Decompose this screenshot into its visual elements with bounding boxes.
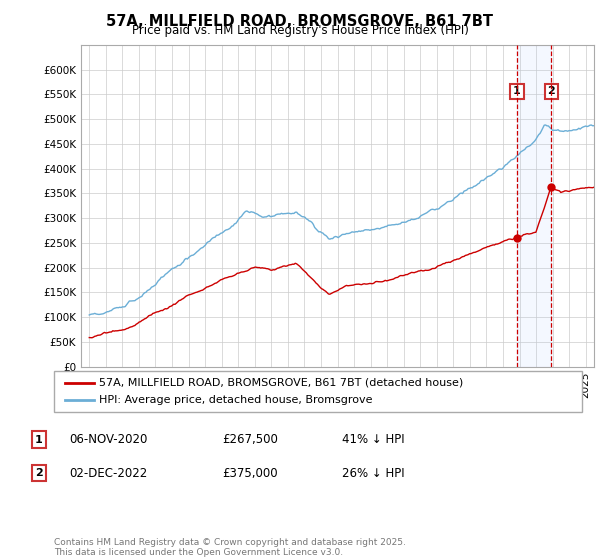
Text: 06-NOV-2020: 06-NOV-2020 [69,433,148,446]
Text: HPI: Average price, detached house, Bromsgrove: HPI: Average price, detached house, Brom… [99,395,373,405]
Text: 1: 1 [513,86,521,96]
Text: 1: 1 [35,435,43,445]
Text: £267,500: £267,500 [222,433,278,446]
Text: 26% ↓ HPI: 26% ↓ HPI [342,466,404,480]
Text: 02-DEC-2022: 02-DEC-2022 [69,466,147,480]
Text: Price paid vs. HM Land Registry's House Price Index (HPI): Price paid vs. HM Land Registry's House … [131,24,469,37]
Text: 57A, MILLFIELD ROAD, BROMSGROVE, B61 7BT (detached house): 57A, MILLFIELD ROAD, BROMSGROVE, B61 7BT… [99,377,463,388]
Text: 2: 2 [35,468,43,478]
Text: Contains HM Land Registry data © Crown copyright and database right 2025.
This d: Contains HM Land Registry data © Crown c… [54,538,406,557]
Text: 41% ↓ HPI: 41% ↓ HPI [342,433,404,446]
Text: 2: 2 [547,86,555,96]
Bar [517,45,551,367]
Text: 57A, MILLFIELD ROAD, BROMSGROVE, B61 7BT: 57A, MILLFIELD ROAD, BROMSGROVE, B61 7BT [107,14,493,29]
Text: £375,000: £375,000 [222,466,278,480]
